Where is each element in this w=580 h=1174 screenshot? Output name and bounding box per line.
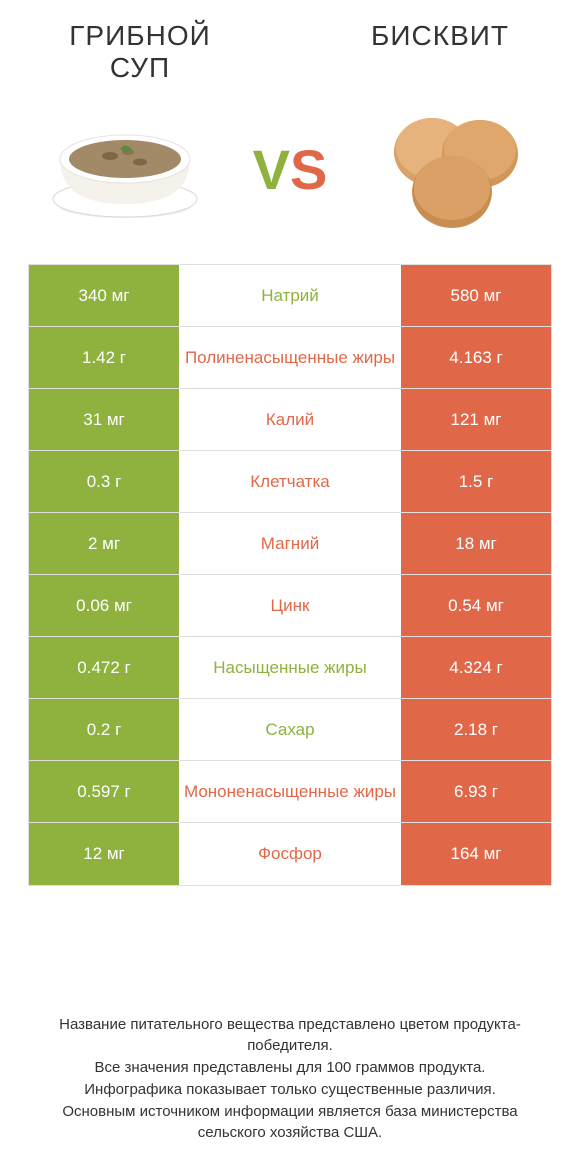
table-row: 0.472 гНасыщенные жиры4.324 г xyxy=(29,637,551,699)
nutrient-name: Полиненасыщенные жиры xyxy=(179,327,401,388)
right-value: 1.5 г xyxy=(401,451,551,512)
left-value: 2 мг xyxy=(29,513,179,574)
footer-line-4: Основным источником информации является … xyxy=(30,1101,550,1145)
left-value: 0.2 г xyxy=(29,699,179,760)
right-value: 4.324 г xyxy=(401,637,551,698)
table-row: 340 мгНатрий580 мг xyxy=(29,265,551,327)
nutrient-name: Натрий xyxy=(179,265,401,326)
left-value: 12 мг xyxy=(29,823,179,885)
biscuit-icon xyxy=(370,104,540,234)
table-row: 0.3 гКлетчатка1.5 г xyxy=(29,451,551,513)
right-value: 580 мг xyxy=(401,265,551,326)
footer-notes: Название питательного вещества представл… xyxy=(0,1014,580,1145)
table-row: 0.06 мгЦинк0.54 мг xyxy=(29,575,551,637)
table-row: 0.597 гМононенасыщенные жиры6.93 г xyxy=(29,761,551,823)
nutrient-name: Клетчатка xyxy=(179,451,401,512)
left-value: 0.597 г xyxy=(29,761,179,822)
left-value: 1.42 г xyxy=(29,327,179,388)
right-value: 121 мг xyxy=(401,389,551,450)
table-row: 0.2 гСахар2.18 г xyxy=(29,699,551,761)
biscuit-illustration xyxy=(370,104,540,234)
nutrition-table: 340 мгНатрий580 мг1.42 гПолиненасыщенные… xyxy=(28,264,552,886)
table-row: 2 мгМагний18 мг xyxy=(29,513,551,575)
table-row: 31 мгКалий121 мг xyxy=(29,389,551,451)
right-value: 0.54 мг xyxy=(401,575,551,636)
table-row: 12 мгФосфор164 мг xyxy=(29,823,551,885)
nutrient-name: Магний xyxy=(179,513,401,574)
footer-line-3: Инфографика показывает только существенн… xyxy=(30,1079,550,1101)
right-product-title: Бисквит xyxy=(340,20,540,84)
right-value: 6.93 г xyxy=(401,761,551,822)
soup-bowl-icon xyxy=(40,104,210,234)
nutrient-name: Сахар xyxy=(179,699,401,760)
left-product-title: Грибной суп xyxy=(40,20,240,84)
nutrient-name: Цинк xyxy=(179,575,401,636)
footer-line-1: Название питательного вещества представл… xyxy=(30,1014,550,1058)
left-value: 31 мг xyxy=(29,389,179,450)
vs-v: V xyxy=(253,138,290,201)
right-value: 18 мг xyxy=(401,513,551,574)
right-value: 164 мг xyxy=(401,823,551,885)
footer-line-2: Все значения представлены для 100 граммо… xyxy=(30,1057,550,1079)
nutrient-name: Калий xyxy=(179,389,401,450)
left-value: 0.472 г xyxy=(29,637,179,698)
nutrient-name: Мононенасыщенные жиры xyxy=(179,761,401,822)
vs-s: S xyxy=(290,138,327,201)
left-value: 0.3 г xyxy=(29,451,179,512)
header: Грибной суп Бисквит xyxy=(0,0,580,84)
right-value: 4.163 г xyxy=(401,327,551,388)
left-value: 0.06 мг xyxy=(29,575,179,636)
nutrient-name: Фосфор xyxy=(179,823,401,885)
soup-illustration xyxy=(40,104,210,234)
right-value: 2.18 г xyxy=(401,699,551,760)
nutrient-name: Насыщенные жиры xyxy=(179,637,401,698)
left-value: 340 мг xyxy=(29,265,179,326)
illustration-row: VS xyxy=(0,84,580,264)
vs-label: VS xyxy=(253,137,328,202)
table-row: 1.42 гПолиненасыщенные жиры4.163 г xyxy=(29,327,551,389)
